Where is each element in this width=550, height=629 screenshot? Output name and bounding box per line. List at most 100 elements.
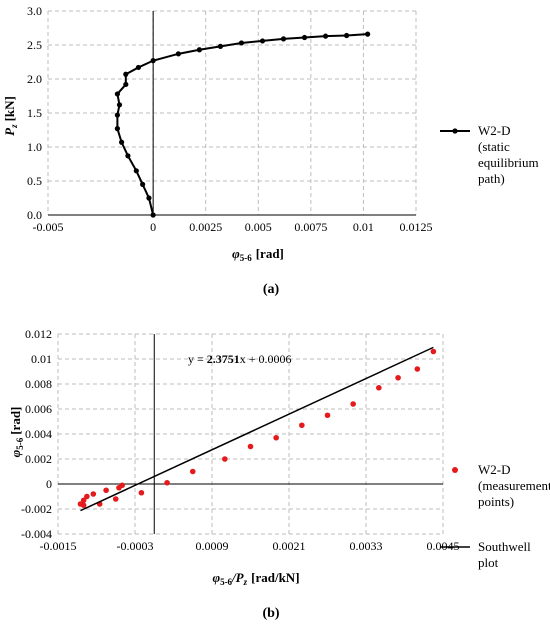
legend-label: W2-D bbox=[478, 123, 511, 138]
x-tick-label: 0.0033 bbox=[350, 539, 383, 553]
svg-text:φ5-6[rad]: φ5-6[rad] bbox=[232, 246, 284, 263]
data-point bbox=[103, 487, 109, 494]
data-point bbox=[138, 489, 145, 496]
data-point bbox=[133, 168, 139, 174]
data-point bbox=[164, 479, 170, 486]
y-tick-label: 0.002 bbox=[25, 452, 52, 466]
chart-b: -0.0015 -0.0003 0.0009 0.0021 0.0033 0.0045 -0… bbox=[8, 327, 550, 621]
data-point bbox=[90, 491, 97, 497]
y-tick-label: 2.5 bbox=[27, 38, 42, 52]
legend-label: path) bbox=[478, 171, 505, 186]
data-point bbox=[273, 434, 279, 441]
data-point bbox=[247, 443, 254, 450]
y-tick-label: 0.008 bbox=[25, 377, 52, 391]
x-tick-label: 0.0021 bbox=[273, 539, 306, 553]
legend-label: Southwell bbox=[478, 539, 531, 554]
svg-text:Pz[kN]: Pz[kN] bbox=[2, 96, 19, 136]
data-point bbox=[430, 348, 437, 355]
y-tick-label: -0.004 bbox=[21, 527, 52, 541]
data-point bbox=[150, 58, 156, 64]
chart-a-grid bbox=[47, 10, 417, 216]
x-tick-label: 0.0125 bbox=[400, 220, 433, 234]
y-tick-label: 1.5 bbox=[27, 106, 42, 120]
data-point bbox=[140, 181, 146, 187]
data-point bbox=[301, 34, 308, 41]
chart-b-y-axis-label: φ5-6[rad] bbox=[8, 407, 25, 458]
data-point bbox=[299, 422, 305, 429]
data-point bbox=[217, 43, 224, 49]
y-tick-label: 0.004 bbox=[25, 427, 52, 441]
data-point bbox=[119, 482, 125, 489]
chart-b-trend-equation: y = 2.3751x + 0.0006 bbox=[188, 352, 292, 366]
data-point bbox=[322, 33, 329, 39]
chart-b-grid bbox=[57, 333, 444, 535]
data-point bbox=[259, 38, 266, 44]
x-tick-label: 0.005 bbox=[245, 220, 272, 234]
chart-a-series bbox=[114, 31, 371, 218]
legend-label: equilibrium bbox=[478, 155, 539, 170]
chart-b-series bbox=[77, 346, 437, 512]
y-tick-label: 2.0 bbox=[27, 72, 42, 86]
data-point bbox=[324, 412, 331, 419]
chart-b-caption: (b) bbox=[262, 606, 279, 621]
data-point bbox=[196, 47, 203, 53]
x-tick-label: -0.0015 bbox=[40, 539, 77, 553]
data-point bbox=[150, 212, 156, 218]
legend-label: W2-D bbox=[478, 462, 511, 477]
chart-a-y-axis-label: Pz[kN] bbox=[2, 96, 19, 136]
data-point bbox=[80, 502, 87, 509]
data-point bbox=[114, 112, 120, 118]
y-tick-label: 0.01 bbox=[31, 352, 52, 366]
x-tick-label: 0.0025 bbox=[189, 220, 222, 234]
x-tick-label: -0.0003 bbox=[117, 539, 154, 553]
svg-text:φ5-6[rad]: φ5-6[rad] bbox=[8, 407, 25, 458]
x-tick-label: -0.005 bbox=[33, 220, 64, 234]
x-tick-label: 0.0009 bbox=[196, 539, 229, 553]
data-point bbox=[114, 126, 120, 132]
data-point bbox=[189, 468, 196, 475]
legend-marker-swatch bbox=[452, 467, 458, 473]
x-tick-label: 0.0045 bbox=[427, 539, 460, 553]
y-tick-label: 3.0 bbox=[27, 4, 42, 18]
x-tick-label: 0.0075 bbox=[294, 220, 327, 234]
data-point bbox=[344, 32, 350, 39]
x-tick-label: 0 bbox=[150, 220, 156, 234]
chart-a-axes bbox=[48, 11, 416, 216]
data-point bbox=[123, 81, 129, 88]
data-point bbox=[112, 496, 119, 502]
data-point bbox=[350, 401, 356, 407]
legend-marker-swatch bbox=[452, 128, 458, 134]
y-tick-label: 0.006 bbox=[25, 402, 52, 416]
data-point bbox=[365, 31, 371, 37]
data-point bbox=[146, 195, 152, 201]
legend-label: plot bbox=[478, 555, 499, 570]
data-point bbox=[175, 51, 181, 57]
y-tick-label: 0.0 bbox=[27, 208, 42, 222]
y-tick-label: 0.5 bbox=[27, 174, 42, 188]
chart-a-ticks: -0.005 0 0.0025 0.005 0.0075 0.01 0.0125 0.0 0.5… bbox=[27, 4, 433, 234]
data-point bbox=[84, 493, 90, 500]
chart-a-caption: (a) bbox=[263, 282, 280, 297]
chart-b-x-axis-label: φ5-6/Pz [rad/kN] bbox=[212, 570, 299, 587]
data-point bbox=[135, 64, 142, 71]
svg-text:φ5-6/Pz[rad/kN]: φ5-6/Pz [rad/kN] bbox=[212, 570, 299, 587]
chart-a: -0.005 0 0.0025 0.005 0.0075 0.01 0.0125 0.0 0.5… bbox=[2, 4, 539, 297]
data-point bbox=[414, 366, 421, 372]
y-tick-label: 1.0 bbox=[27, 140, 42, 154]
chart-b-ticks: -0.0015 -0.0003 0.0009 0.0021 0.0033 0.0045 -0… bbox=[21, 327, 460, 553]
y-tick-label: -0.002 bbox=[21, 502, 52, 516]
legend-label: (static bbox=[478, 139, 510, 154]
data-point bbox=[80, 497, 87, 504]
series-line bbox=[116, 33, 368, 216]
data-point bbox=[376, 384, 382, 391]
data-point bbox=[119, 139, 125, 145]
data-point bbox=[280, 36, 287, 42]
chart-a-x-axis-label: φ5-6 [rad] bbox=[232, 246, 284, 263]
x-tick-label: 0.01 bbox=[353, 220, 374, 234]
y-tick-label: 0.012 bbox=[25, 327, 52, 341]
data-point bbox=[238, 40, 245, 46]
data-point bbox=[116, 102, 123, 108]
